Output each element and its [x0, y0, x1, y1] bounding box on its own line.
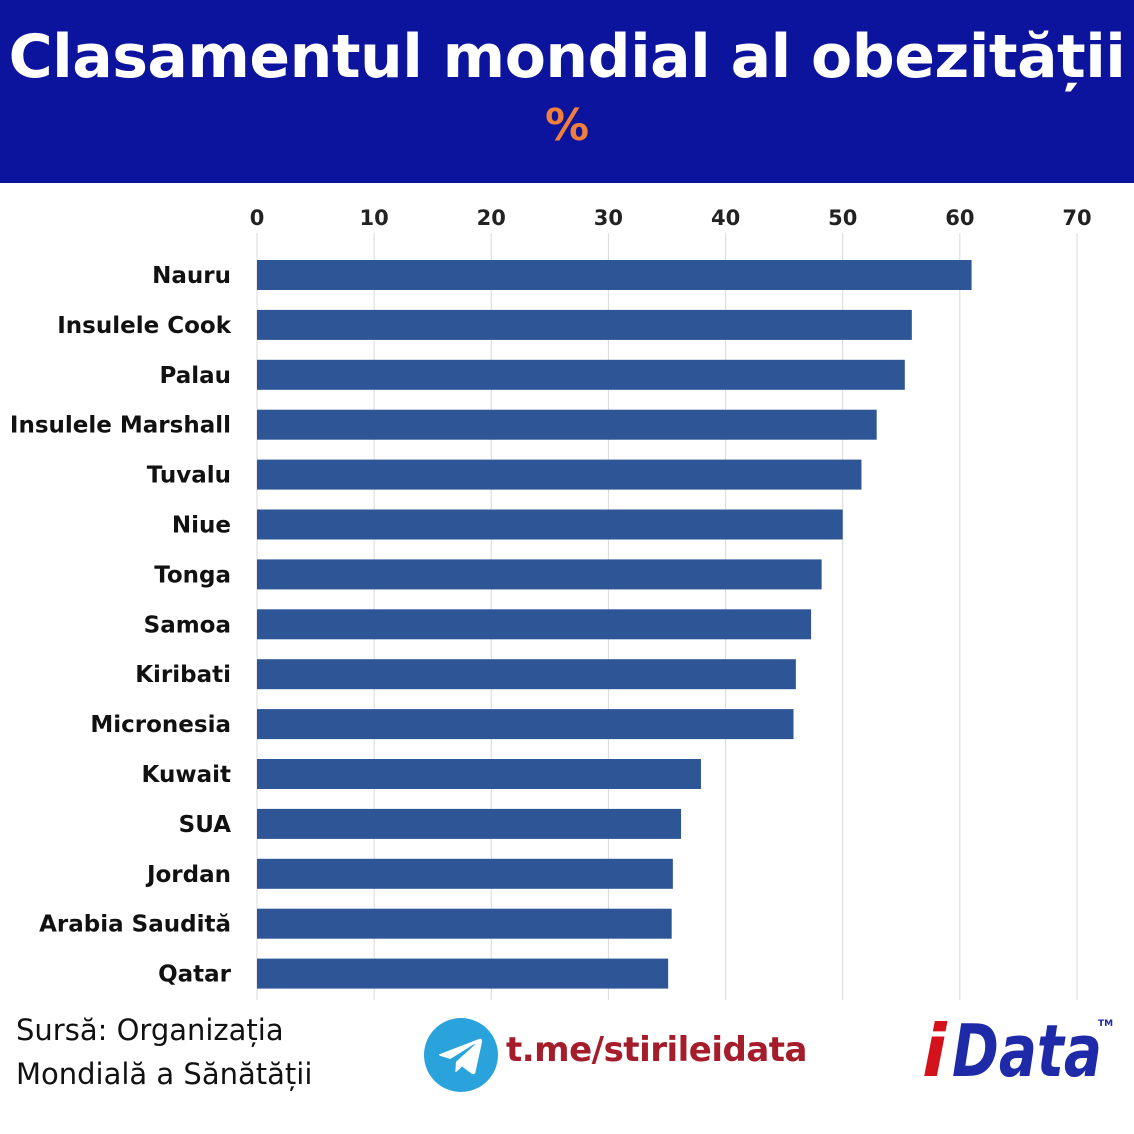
idata-logo: i Data TM — [922, 1009, 1113, 1093]
x-tick-label: 0 — [250, 206, 265, 230]
bar — [257, 409, 877, 440]
category-label: Jordan — [145, 862, 231, 888]
source-line-2: Mondială a Sănătății — [16, 1057, 313, 1091]
header-banner: Clasamentul mondial al obezității % — [0, 0, 1134, 183]
chart-subtitle: % — [544, 100, 590, 151]
category-label: Tonga — [154, 562, 231, 588]
x-tick-label: 20 — [477, 206, 506, 230]
bar — [257, 359, 905, 390]
x-tick-label: 10 — [360, 206, 389, 230]
bar — [257, 858, 673, 889]
bar — [257, 808, 682, 839]
telegram-icon[interactable] — [424, 1018, 498, 1092]
category-label: Kiribati — [135, 662, 231, 688]
x-tick-label: 30 — [594, 206, 623, 230]
category-label: Micronesia — [90, 712, 231, 738]
category-label: Insulele Cook — [57, 313, 231, 339]
bar — [257, 609, 812, 640]
category-label: Insulele Marshall — [10, 413, 231, 439]
telegram-link[interactable]: t.me/stirileidata — [506, 1030, 808, 1070]
logo-trademark: TM — [1098, 1019, 1113, 1029]
x-tick-label: 70 — [1062, 206, 1091, 230]
category-label: SUA — [179, 812, 232, 838]
source-line-1: Sursă: Organizația — [16, 1013, 284, 1047]
bar — [257, 309, 912, 340]
bar — [257, 260, 972, 290]
category-label: Niue — [172, 513, 231, 539]
bars — [257, 260, 972, 989]
category-labels: Nauru Insulele Cook Palau Insulele Marshall… — [10, 263, 232, 988]
bar — [257, 459, 862, 490]
category-label: Samoa — [144, 612, 231, 638]
bar — [257, 958, 669, 989]
x-axis-ticks: 0 10 20 30 40 50 60 70 — [250, 206, 1092, 230]
bar — [257, 509, 843, 540]
x-tick-label: 60 — [945, 206, 974, 230]
logo-word-data: Data — [952, 1009, 1102, 1093]
category-label: Palau — [159, 363, 231, 389]
category-label: Nauru — [152, 263, 231, 289]
bar — [257, 709, 794, 740]
bar — [257, 908, 672, 939]
bar — [257, 559, 822, 590]
category-label: Tuvalu — [147, 463, 231, 489]
bar-chart: 0 10 20 30 40 50 60 70 Nauru Insulele Cook Palau I… — [10, 206, 1092, 1000]
x-tick-label: 40 — [711, 206, 740, 230]
bar — [257, 659, 796, 690]
x-tick-label: 50 — [828, 206, 857, 230]
chart-title: Clasamentul mondial al obezității — [8, 22, 1126, 92]
category-label: Qatar — [158, 962, 232, 988]
bar — [257, 759, 701, 789]
logo-letter-i: i — [922, 1009, 948, 1093]
category-label: Arabia Saudită — [39, 912, 231, 938]
source-note: Sursă: Organizația Mondială a Sănătății — [16, 1008, 416, 1096]
category-label: Kuwait — [142, 762, 231, 788]
